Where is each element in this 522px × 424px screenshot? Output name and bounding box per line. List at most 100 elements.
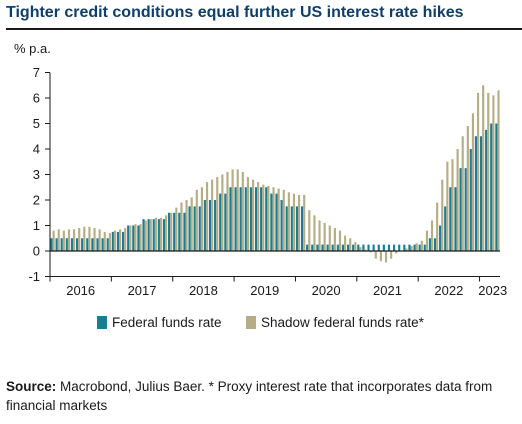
bar-shadow-federal-funds-rate	[323, 222, 326, 251]
legend-label-shadow-federal-funds-rate: Shadow federal funds rate*	[261, 315, 425, 330]
bar-shadow-federal-funds-rate	[369, 251, 372, 253]
bar-federal-funds-rate	[336, 244, 339, 251]
bar-federal-funds-rate	[162, 219, 166, 251]
bar-shadow-federal-funds-rate	[98, 229, 101, 251]
bar-shadow-federal-funds-rate	[482, 85, 485, 251]
bar-shadow-federal-funds-rate	[57, 229, 60, 251]
source-note: Source: Macrobond, Julius Baer. * Proxy …	[6, 377, 511, 415]
bar-shadow-federal-funds-rate	[487, 92, 490, 252]
y-tick-label: 7	[33, 65, 40, 80]
bar-shadow-federal-funds-rate	[461, 136, 464, 251]
bar-federal-funds-rate	[60, 238, 63, 251]
bar-shadow-federal-funds-rate	[221, 174, 224, 251]
bar-shadow-federal-funds-rate	[124, 228, 127, 251]
bar-shadow-federal-funds-rate	[287, 192, 290, 251]
bar-shadow-federal-funds-rate	[476, 92, 480, 252]
bar-federal-funds-rate	[147, 219, 150, 251]
bar-shadow-federal-funds-rate	[425, 230, 428, 251]
bar-shadow-federal-funds-rate	[190, 197, 193, 251]
bar-federal-funds-rate	[393, 244, 396, 251]
bar-federal-funds-rate	[193, 206, 196, 251]
bar-federal-funds-rate	[444, 206, 447, 251]
bar-shadow-federal-funds-rate	[272, 187, 275, 251]
bar-shadow-federal-funds-rate	[390, 251, 393, 259]
bar-federal-funds-rate	[55, 238, 58, 251]
bar-federal-funds-rate	[270, 193, 273, 251]
legend-swatch-shadow-federal-funds-rate	[246, 316, 256, 329]
bar-shadow-federal-funds-rate	[466, 126, 469, 251]
bar-shadow-federal-funds-rate	[313, 215, 316, 251]
bar-federal-funds-rate	[86, 238, 89, 251]
bar-shadow-federal-funds-rate	[430, 220, 434, 251]
bar-shadow-federal-funds-rate	[73, 229, 76, 251]
bar-shadow-federal-funds-rate	[149, 219, 152, 251]
bar-shadow-federal-funds-rate	[226, 171, 229, 251]
bar-shadow-federal-funds-rate	[185, 200, 188, 251]
bar-federal-funds-rate	[275, 193, 278, 251]
bar-federal-funds-rate	[203, 200, 206, 251]
bar-federal-funds-rate	[357, 244, 360, 251]
bar-federal-funds-rate	[127, 225, 130, 251]
bar-federal-funds-rate	[137, 225, 140, 251]
bar-federal-funds-rate	[208, 200, 212, 251]
x-tick-label: 2023	[478, 283, 507, 298]
bar-federal-funds-rate	[214, 200, 217, 251]
bar-federal-funds-rate	[479, 136, 483, 251]
bar-shadow-federal-funds-rate	[456, 149, 459, 251]
bar-federal-funds-rate	[50, 238, 53, 251]
legend-label-federal-funds-rate: Federal funds rate	[112, 315, 222, 330]
bar-federal-funds-rate	[352, 244, 355, 251]
bar-federal-funds-rate	[326, 244, 329, 251]
bar-shadow-federal-funds-rate	[359, 247, 362, 251]
bar-federal-funds-rate	[111, 231, 114, 251]
bar-shadow-federal-funds-rate	[328, 225, 331, 251]
bar-federal-funds-rate	[188, 206, 191, 251]
bar-federal-funds-rate	[280, 200, 283, 251]
bar-federal-funds-rate	[341, 244, 345, 251]
y-tick-label: 3	[33, 167, 40, 182]
bar-federal-funds-rate	[142, 219, 145, 251]
bar-shadow-federal-funds-rate	[379, 251, 382, 262]
x-tick-label: 2020	[312, 283, 341, 298]
bar-federal-funds-rate	[219, 193, 222, 251]
bar-federal-funds-rate	[224, 193, 227, 251]
bar-shadow-federal-funds-rate	[451, 159, 454, 251]
bar-federal-funds-rate	[91, 238, 94, 251]
source-text: Macrobond, Julius Baer. * Proxy interest…	[6, 379, 493, 413]
bar-federal-funds-rate	[132, 225, 135, 251]
bar-federal-funds-rate	[260, 187, 263, 251]
y-tick-label: -1	[28, 269, 40, 284]
x-tick-label: 2021	[373, 283, 402, 298]
bar-shadow-federal-funds-rate	[246, 177, 250, 251]
bar-shadow-federal-funds-rate	[395, 251, 398, 254]
bar-federal-funds-rate	[285, 206, 288, 251]
bar-shadow-federal-funds-rate	[436, 202, 439, 251]
title-rule	[6, 28, 522, 30]
bar-shadow-federal-funds-rate	[441, 179, 444, 251]
legend-swatch-federal-funds-rate	[97, 316, 107, 329]
bar-federal-funds-rate	[70, 238, 74, 251]
bar-federal-funds-rate	[347, 244, 350, 251]
bar-shadow-federal-funds-rate	[67, 229, 71, 251]
bar-shadow-federal-funds-rate	[159, 217, 163, 251]
bar-federal-funds-rate	[485, 129, 488, 251]
bar-federal-funds-rate	[433, 238, 437, 251]
bar-federal-funds-rate	[311, 244, 314, 251]
bar-federal-funds-rate	[449, 187, 452, 251]
bar-shadow-federal-funds-rate	[144, 220, 147, 251]
chart-title: Tighter credit conditions equal further …	[6, 4, 464, 21]
bar-federal-funds-rate	[382, 244, 385, 251]
bar-shadow-federal-funds-rate	[113, 230, 117, 251]
bar-shadow-federal-funds-rate	[251, 179, 255, 251]
bar-federal-funds-rate	[290, 206, 293, 251]
bar-shadow-federal-funds-rate	[62, 230, 65, 251]
bar-federal-funds-rate	[490, 123, 493, 251]
bar-federal-funds-rate	[168, 212, 171, 251]
bar-federal-funds-rate	[75, 238, 79, 251]
bar-shadow-federal-funds-rate	[364, 249, 367, 251]
bar-shadow-federal-funds-rate	[139, 224, 142, 251]
bar-shadow-federal-funds-rate	[119, 229, 122, 251]
bar-federal-funds-rate	[469, 149, 472, 251]
y-tick-label: 6	[33, 91, 40, 106]
